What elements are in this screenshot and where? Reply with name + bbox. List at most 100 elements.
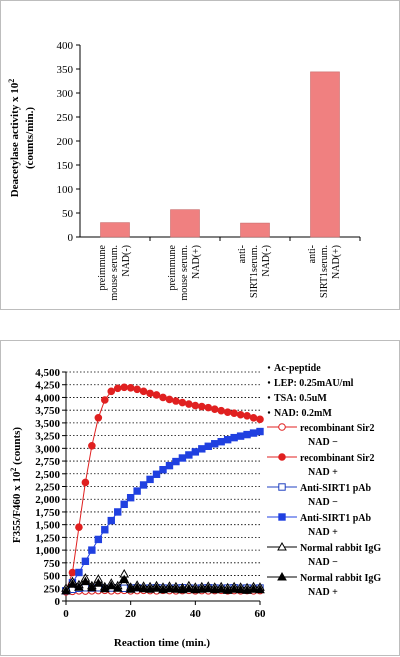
bar-chart-y-tick-label: 300 <box>57 88 74 100</box>
bar-chart-category-label: SIRT1serum. <box>319 245 330 298</box>
legend-label-line1: Anti-SIRT1 pAb <box>300 483 371 494</box>
line-series-1-point <box>191 587 200 595</box>
line-series-2-point <box>139 387 148 396</box>
line-series-3-point <box>249 584 258 592</box>
line-series-5-point <box>171 581 181 591</box>
line-series-1-point <box>185 586 193 595</box>
line-series-2-point <box>185 400 193 408</box>
legend-label-line1: recombinant Sir2 <box>300 423 375 434</box>
line-series-3-point <box>243 584 251 592</box>
line-chart-y-tick-label: 1,500 <box>35 520 60 532</box>
line-series-4-point <box>236 432 245 440</box>
line-chart-y-tick-label: 500 <box>44 571 61 583</box>
bar-chart-category-label: preimmune <box>97 244 108 290</box>
condition-bullet <box>267 411 271 414</box>
line-series-3-point <box>236 584 245 592</box>
line-series-5-point <box>87 580 97 590</box>
bar-chart-category-label: mouse serum. <box>109 245 120 301</box>
bar-chart-category-label: SIRT1serum. <box>249 245 260 298</box>
line-series-1-point <box>94 586 103 595</box>
line-series-5-point <box>229 581 239 591</box>
line-series-2-point <box>101 396 109 404</box>
legend-label-line2: NAD − <box>308 497 338 508</box>
legend-label-line2: NAD − <box>308 557 338 568</box>
line-series-4-point <box>101 526 109 534</box>
line-series-3-point <box>217 584 225 592</box>
line-chart-y-tick-label: 2,000 <box>35 494 60 506</box>
line-chart-y-tick-label: 3,500 <box>35 418 60 430</box>
line-series-3-point <box>211 584 219 592</box>
line-series-6-point <box>235 584 246 594</box>
line-series-6-point <box>74 582 84 591</box>
line-series-3-point <box>256 584 264 592</box>
line-series-1-point <box>101 586 109 595</box>
line-series-6-point <box>138 583 149 593</box>
bar-4 <box>310 71 340 238</box>
line-series-2-path <box>65 386 261 591</box>
line-series-1-point <box>210 586 219 595</box>
line-series-4-point <box>185 451 193 459</box>
line-series-1-point <box>107 587 116 595</box>
legend-swatch-marker <box>278 423 286 431</box>
line-chart-y-tick-label: 0 <box>55 596 61 608</box>
line-series-2-point <box>126 383 135 392</box>
line-series-2-point <box>107 387 116 396</box>
line-series-3-point <box>126 584 135 592</box>
bar-chart-y-tick-label: 200 <box>57 136 74 148</box>
line-series-4-point <box>211 440 219 448</box>
line-series-5-point <box>93 574 104 583</box>
line-series-6-point <box>242 585 252 594</box>
condition-text: TSA: 0.5uM <box>274 393 327 404</box>
line-series-6-point <box>164 583 175 593</box>
line-series-6-point <box>145 584 155 593</box>
line-series-5-point <box>99 581 110 591</box>
bar-chart-category-label: preimmune <box>167 244 178 290</box>
line-series-4-point <box>146 475 154 484</box>
line-series-1-point <box>204 587 213 595</box>
line-chart-y-axis-title: F355/F460 x 102 (counts) <box>9 427 23 543</box>
line-series-3-point <box>159 584 167 592</box>
line-series-5-point <box>222 582 233 592</box>
line-series-5-point <box>74 579 84 589</box>
line-series-4-path <box>65 431 261 592</box>
line-series-1-point <box>249 587 258 595</box>
bar-chart-y-axis-subtitle: (counts/min.) <box>24 107 36 169</box>
line-series-2-point <box>152 391 161 399</box>
legend-item-6: Normal rabbit IgG NAD + <box>267 571 381 598</box>
line-chart-y-tick-label: 3,250 <box>35 431 60 443</box>
line-series-5-point <box>164 581 175 590</box>
line-series-1-path <box>65 589 261 593</box>
line-chart-grid <box>66 371 260 589</box>
legend-swatch-marker <box>278 513 286 521</box>
line-series-2-point <box>198 402 206 411</box>
line-series-5-point <box>61 583 71 592</box>
bar-chart-category-label: anti- <box>237 245 248 263</box>
line-series-2-point <box>81 478 90 487</box>
line-series-5-point <box>196 581 207 591</box>
line-series-5-point <box>106 578 117 587</box>
line-series-2-point <box>204 403 213 412</box>
line-series-6-point <box>87 582 97 592</box>
line-series-6-point <box>158 584 168 594</box>
line-series-5-point <box>209 582 220 591</box>
line-series-4-point <box>172 457 180 466</box>
line-series-4-point <box>152 470 161 478</box>
line-series-4-point <box>165 461 174 470</box>
line-series-6-point <box>255 584 265 594</box>
line-series-1-point <box>172 587 180 595</box>
bar-chart-y-tick-label: 400 <box>57 40 74 52</box>
condition-text: NAD: 0.2mM <box>274 408 332 419</box>
line-series-6-point <box>80 576 91 586</box>
legend-item-2: recombinant Sir2 NAD + <box>267 453 375 478</box>
line-series-3-point <box>223 584 232 592</box>
line-series-3-point <box>94 584 103 592</box>
line-series-6-point <box>112 583 123 592</box>
line-series-1-point <box>88 587 96 595</box>
legend-swatch-marker <box>278 483 286 491</box>
line-series-3-point <box>146 584 154 592</box>
line-series-4 <box>62 427 264 595</box>
line-series-1-point <box>256 586 264 595</box>
line-series-5-path <box>65 572 261 589</box>
condition-bullet <box>267 366 271 369</box>
line-series-2-point <box>249 414 258 422</box>
